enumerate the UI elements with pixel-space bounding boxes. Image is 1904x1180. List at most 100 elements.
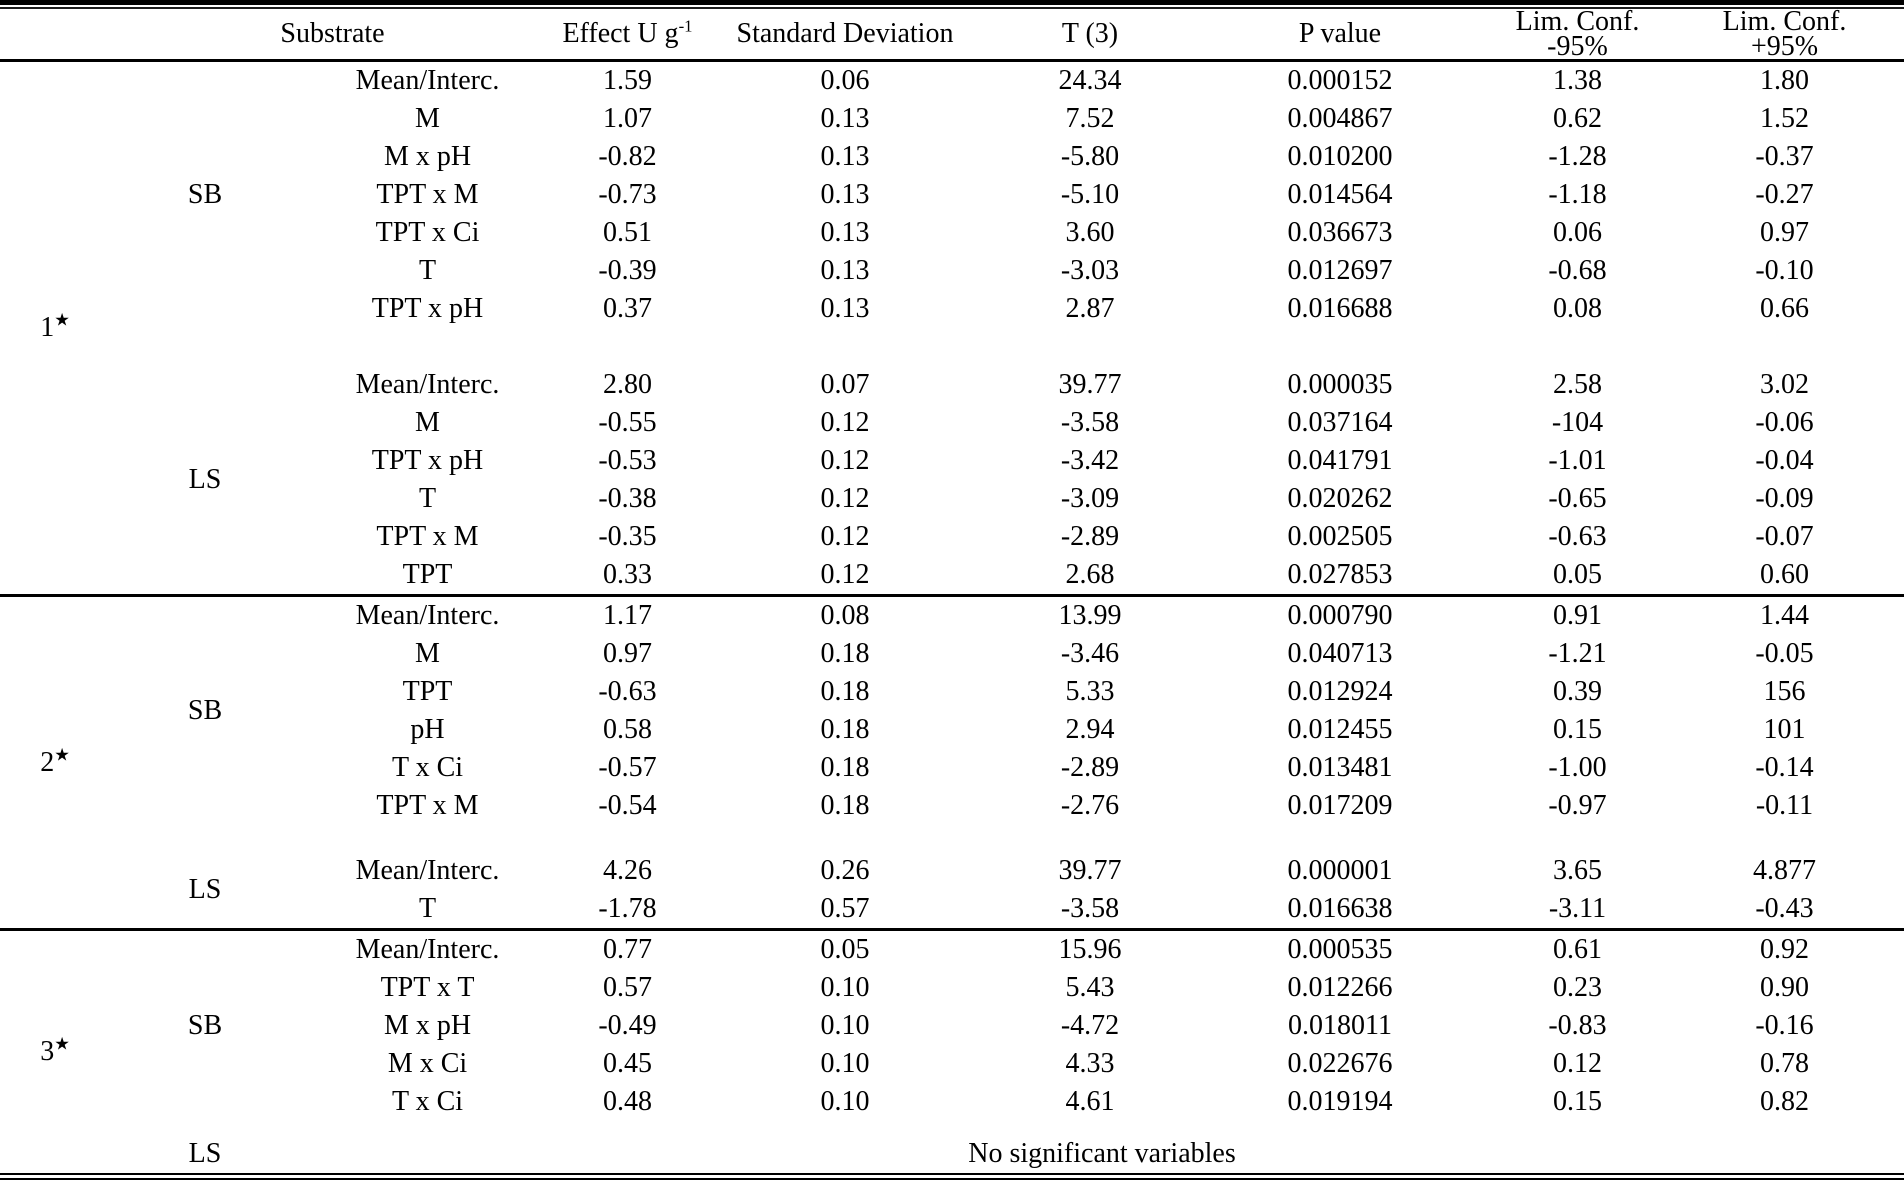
- cell-sd: 0.18: [820, 638, 870, 669]
- cell-conf-lo: 0.61: [1553, 934, 1602, 965]
- cell-effect: 0.48: [603, 1086, 652, 1117]
- cell-conf-hi: 3.02: [1760, 369, 1809, 400]
- col-header-effect: Effect U g-1: [555, 9, 700, 59]
- spacer-row: [0, 1121, 1904, 1135]
- cell-conf-hi: -0.14: [1755, 752, 1814, 783]
- cell-variable: pH: [410, 714, 445, 745]
- cell-t: -3.09: [1060, 483, 1120, 514]
- cell-conf-hi: 1.52: [1760, 103, 1809, 134]
- cell-p: 0.016688: [1287, 293, 1393, 324]
- cell-p: 0.000535: [1287, 934, 1393, 965]
- bottom-double-rule: [0, 1173, 1904, 1180]
- cell-conf-lo: 0.05: [1553, 559, 1602, 590]
- substrate-label: LS: [188, 874, 222, 905]
- cell-t: -4.72: [1060, 1010, 1120, 1041]
- col-header-effect-label: Effect U g: [562, 18, 679, 49]
- cell-variable: TPT x pH: [371, 445, 484, 476]
- cell-t: 13.99: [1058, 600, 1122, 631]
- cell-variable: TPT x M: [376, 790, 479, 821]
- cell-variable: Mean/Interc.: [355, 369, 500, 400]
- table-row: pH 0.58 0.18 2.94 0.012455 0.15 101: [0, 711, 1904, 749]
- table-row: M x pH -0.49 0.10 -4.72 0.018011 -0.83 -…: [0, 1007, 1904, 1045]
- cell-variable: Mean/Interc.: [355, 600, 500, 631]
- table-row: M x Ci 0.45 0.10 4.33 0.022676 0.12 0.78: [0, 1045, 1904, 1083]
- cell-conf-hi: 1.44: [1760, 600, 1809, 631]
- group-label: 2★: [0, 597, 110, 928]
- cell-conf-lo: 1.38: [1553, 65, 1602, 96]
- cell-variable: TPT x Ci: [375, 217, 480, 248]
- cell-t: 5.43: [1065, 972, 1115, 1003]
- cell-conf-lo: 0.91: [1553, 600, 1602, 631]
- cell-variable: TPT x pH: [371, 293, 484, 324]
- cell-sd: 0.12: [820, 407, 870, 438]
- cell-t: 4.61: [1065, 1086, 1115, 1117]
- col-header-conf-hi-line2: +95%: [1750, 31, 1819, 62]
- table-row: T x Ci -0.57 0.18 -2.89 0.013481 -1.00 -…: [0, 749, 1904, 787]
- cell-variable: Mean/Interc.: [355, 855, 500, 886]
- table-row: LS Mean/Interc. 4.26 0.26 39.77 0.000001…: [0, 852, 1904, 905]
- cell-conf-hi: 0.82: [1760, 1086, 1809, 1117]
- cell-variable: M: [415, 103, 440, 134]
- cell-conf-lo: 0.62: [1553, 103, 1602, 134]
- table-row: T -0.39 0.13 -3.03 0.012697 -0.68 -0.10: [0, 252, 1904, 290]
- cell-conf-hi: -0.09: [1755, 483, 1814, 514]
- cell-effect: -0.49: [598, 1010, 657, 1041]
- cell-sd: 0.06: [820, 65, 870, 96]
- cell-variable: M x pH: [383, 141, 472, 172]
- cell-conf-lo: -3.11: [1548, 893, 1607, 924]
- section-rule: [0, 594, 1904, 597]
- cell-p: 0.022676: [1287, 1048, 1393, 1079]
- cell-t: 7.52: [1065, 103, 1115, 134]
- cell-conf-lo: -1.01: [1548, 445, 1607, 476]
- cell-p: 0.004867: [1287, 103, 1393, 134]
- header-row: Substrate Effect U g-1 Standard Deviatio…: [0, 8, 1904, 62]
- cell-sd: 0.10: [820, 972, 870, 1003]
- cell-effect: -0.38: [598, 483, 657, 514]
- cell-t: -3.58: [1060, 893, 1120, 924]
- col-header-conf-lo-line2: -95%: [1547, 31, 1608, 62]
- cell-p: 0.020262: [1287, 483, 1393, 514]
- cell-variable: M: [415, 407, 440, 438]
- cell-sd: 0.57: [820, 893, 870, 924]
- cell-effect: -0.53: [598, 445, 657, 476]
- cell-p: 0.000001: [1287, 855, 1393, 886]
- section-rule: [0, 928, 1904, 931]
- section-3-table: 3★ SB Mean/Interc. 0.77 0.05 15.96 0.000…: [0, 931, 1904, 1173]
- cell-effect: -0.54: [598, 790, 657, 821]
- table-row: TPT x M -0.73 0.13 -5.10 0.014564 -1.18 …: [0, 176, 1904, 214]
- cell-conf-hi: 0.97: [1760, 217, 1809, 248]
- cell-variable: TPT: [402, 559, 453, 590]
- table-row: TPT x M -0.35 0.12 -2.89 0.002505 -0.63 …: [0, 518, 1904, 556]
- cell-effect: -0.35: [598, 521, 657, 552]
- cell-sd: 0.10: [820, 1010, 870, 1041]
- cell-p: 0.019194: [1287, 1086, 1393, 1117]
- cell-t: 4.33: [1065, 1048, 1115, 1079]
- table-row: TPT 0.33 0.12 2.68 0.027853 0.05 0.60: [0, 556, 1904, 594]
- cell-variable: T: [418, 893, 437, 924]
- cell-t: 2.68: [1065, 559, 1115, 590]
- cell-variable: TPT x M: [376, 521, 479, 552]
- cell-variable: M x pH: [383, 1010, 472, 1041]
- col-header-conf-lo: Lim. Conf. -95%: [1490, 8, 1665, 62]
- cell-t: 2.94: [1065, 714, 1115, 745]
- cell-p: 0.012697: [1287, 255, 1393, 286]
- cell-effect: 0.37: [603, 293, 652, 324]
- cell-sd: 0.10: [820, 1048, 870, 1079]
- table-row: T -0.38 0.12 -3.09 0.020262 -0.65 -0.09: [0, 480, 1904, 518]
- cell-conf-hi: -0.06: [1755, 407, 1814, 438]
- table-row: M 0.97 0.18 -3.46 0.040713 -1.21 -0.05: [0, 635, 1904, 673]
- cell-conf-hi: 4.877: [1753, 855, 1816, 886]
- substrate-label: SB: [187, 1010, 223, 1041]
- table-row: TPT x Ci 0.51 0.13 3.60 0.036673 0.06 0.…: [0, 214, 1904, 252]
- col-header-std-dev: Standard Deviation: [736, 18, 954, 49]
- table-row: 1★ SB Mean/Interc. 1.59 0.06 24.34 0.000…: [0, 62, 1904, 343]
- cell-conf-hi: 0.92: [1760, 934, 1809, 965]
- cell-p: 0.012924: [1287, 676, 1393, 707]
- cell-conf-lo: -0.97: [1548, 790, 1607, 821]
- cell-conf-hi: -0.11: [1755, 790, 1814, 821]
- cell-conf-lo: 0.39: [1553, 676, 1602, 707]
- cell-t: -3.42: [1060, 445, 1120, 476]
- cell-conf-hi: -0.07: [1755, 521, 1814, 552]
- spacer-cell: [110, 825, 1904, 852]
